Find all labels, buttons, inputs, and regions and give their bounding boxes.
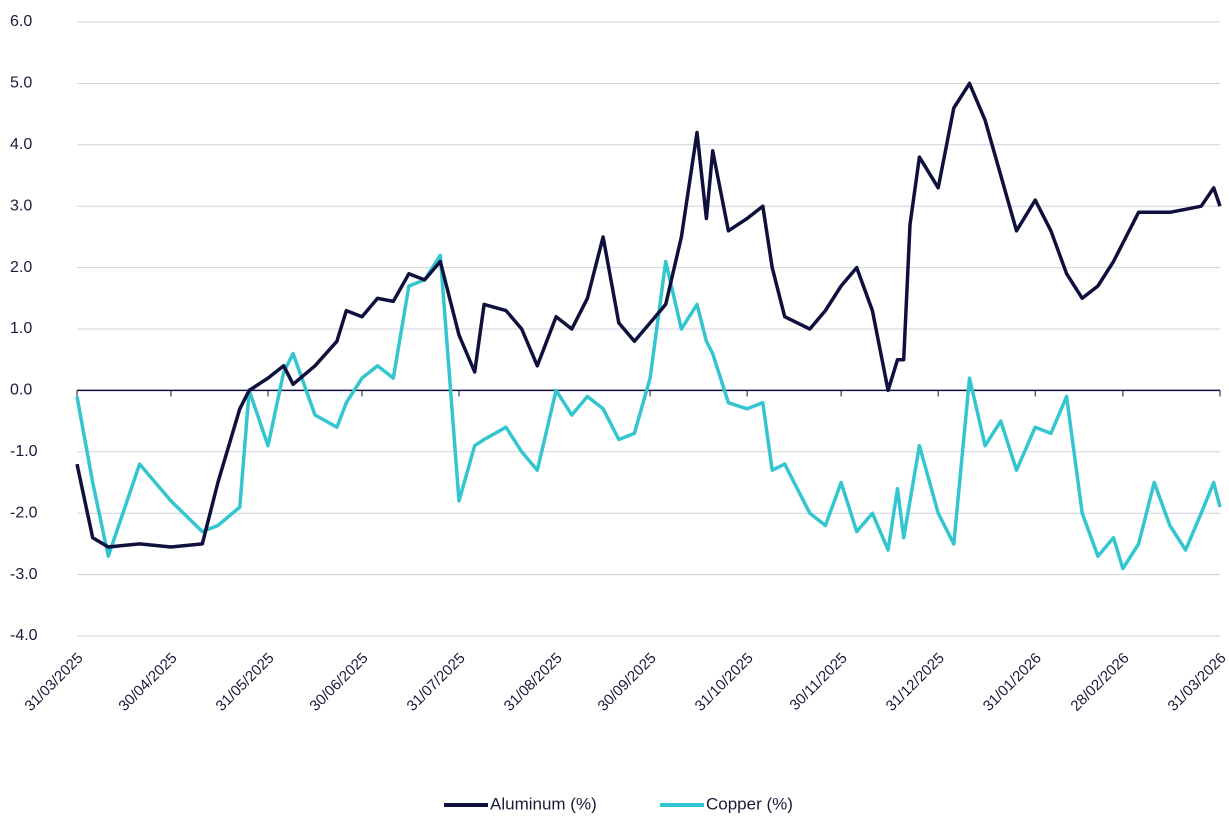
y-tick-label: 6.0 (10, 13, 32, 30)
y-tick-label: -1.0 (10, 443, 38, 460)
x-tick-label: 31/03/2026 (1165, 650, 1229, 715)
x-tick-label: 30/11/2025 (786, 650, 850, 714)
y-tick-label: -2.0 (10, 504, 38, 521)
x-tick-label: 30/09/2025 (595, 650, 660, 715)
x-tick-label: 31/07/2025 (404, 650, 469, 715)
y-tick-label: -4.0 (10, 627, 38, 644)
y-tick-label: 3.0 (10, 197, 32, 214)
y-tick-label: 4.0 (10, 136, 32, 153)
legend-label: Copper (%) (706, 794, 793, 813)
y-tick-label: 1.0 (10, 320, 32, 337)
x-tick-label: 31/08/2025 (501, 650, 566, 715)
x-tick-label: 31/05/2025 (213, 650, 278, 715)
x-tick-label: 30/04/2025 (115, 650, 180, 715)
data-line (75, 81, 1222, 549)
data-line (75, 253, 1222, 571)
y-tick-label: -3.0 (10, 566, 38, 583)
y-tick-label: 2.0 (10, 259, 32, 276)
legend-label: Aluminum (%) (490, 794, 597, 813)
x-tick-label: 31/10/2025 (692, 650, 757, 715)
y-tick-label: 0.0 (10, 382, 32, 399)
x-tick-label: 31/03/2025 (22, 650, 87, 715)
x-tick-label: 31/01/2026 (980, 650, 1045, 715)
x-tick-label: 30/06/2025 (306, 650, 371, 715)
x-tick-label: 28/02/2026 (1067, 650, 1132, 715)
x-tick-label: 31/12/2025 (883, 650, 948, 715)
y-tick-label: 5.0 (10, 75, 32, 92)
